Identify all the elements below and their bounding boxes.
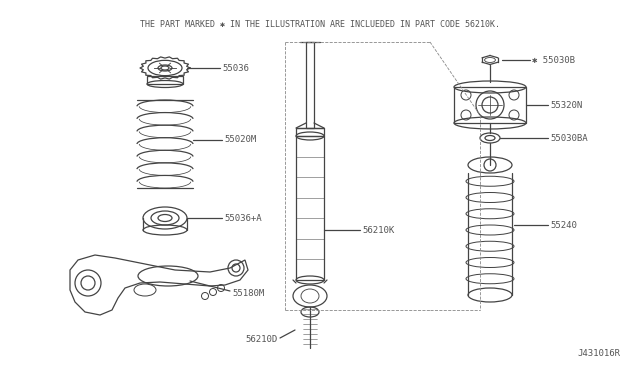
Bar <box>147 76 183 84</box>
Bar <box>296 128 324 136</box>
Text: 56210K: 56210K <box>362 225 394 234</box>
Bar <box>306 42 314 128</box>
Text: ✱ 55030B: ✱ 55030B <box>532 55 575 64</box>
Text: 55320N: 55320N <box>550 100 582 109</box>
Text: 55036: 55036 <box>222 64 249 73</box>
Text: 55030BA: 55030BA <box>550 134 588 142</box>
Text: 56210D: 56210D <box>245 336 277 344</box>
Text: 55240: 55240 <box>550 221 577 230</box>
Text: THE PART MARKED ✱ IN THE ILLUSTRATION ARE INCLUEDED IN PART CODE 56210K.: THE PART MARKED ✱ IN THE ILLUSTRATION AR… <box>140 20 500 29</box>
Bar <box>296 136 324 280</box>
Text: J431016R: J431016R <box>577 349 620 358</box>
Text: 55020M: 55020M <box>224 135 256 144</box>
Text: 55180M: 55180M <box>232 289 264 298</box>
Text: 55036+A: 55036+A <box>224 214 262 222</box>
Bar <box>454 87 526 123</box>
